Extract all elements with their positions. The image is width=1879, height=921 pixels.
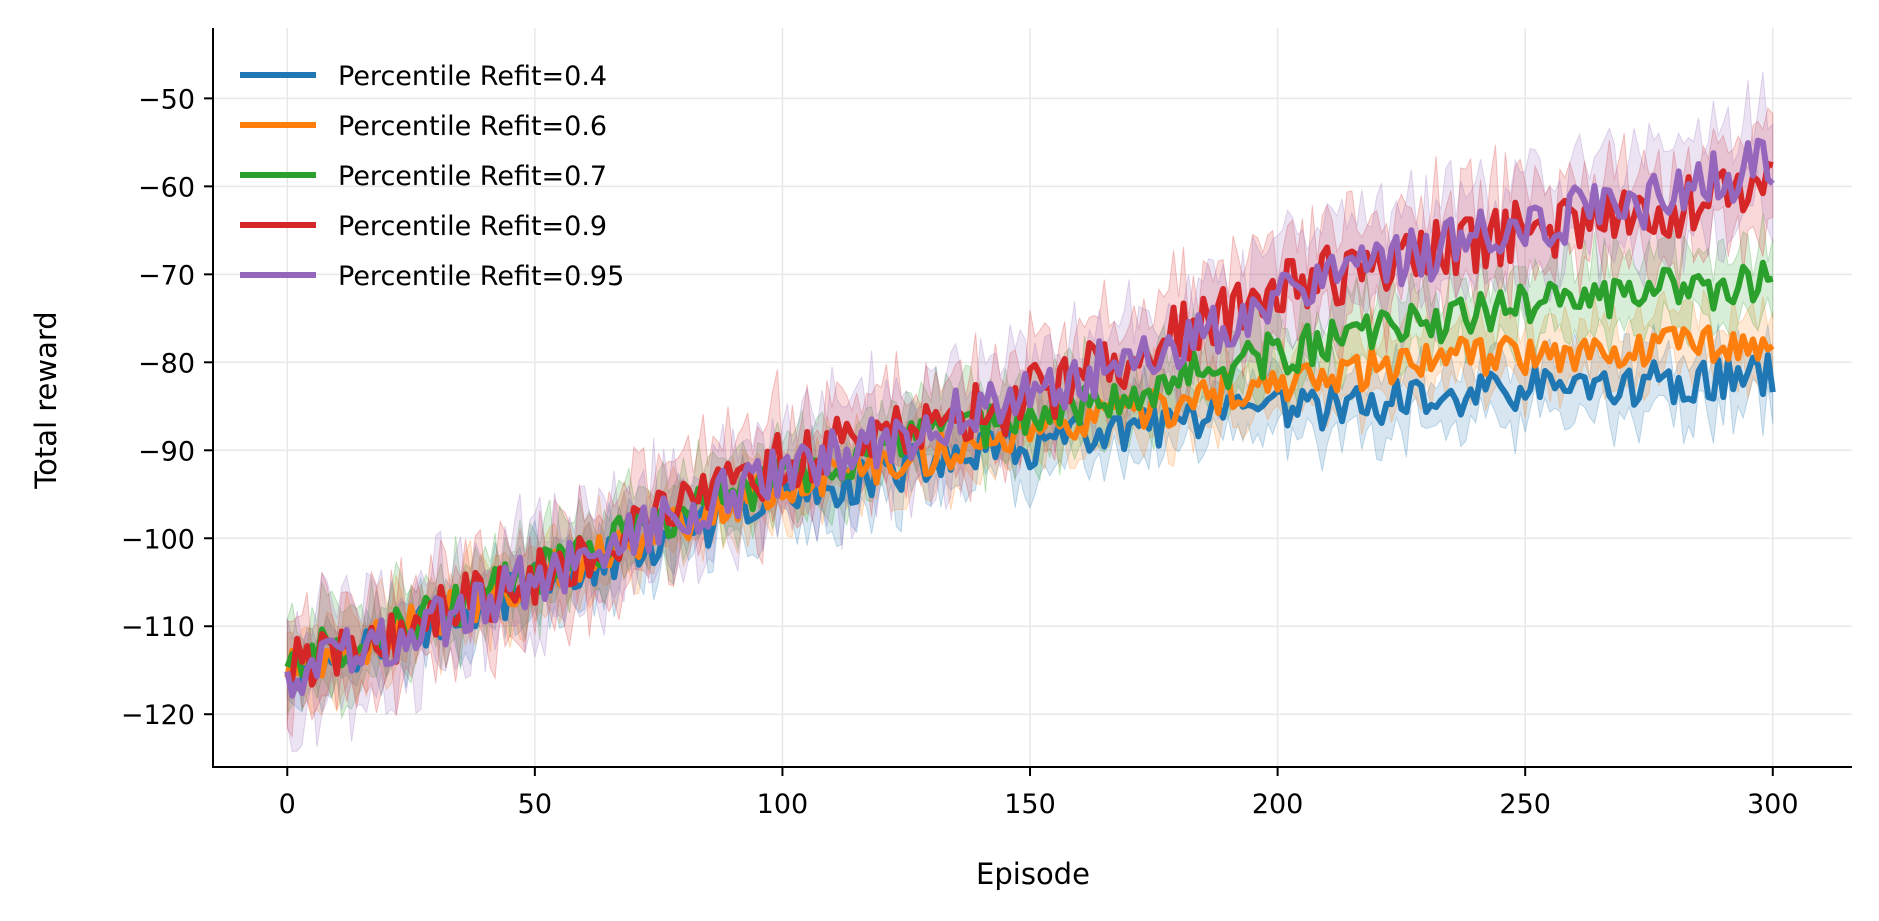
- y-tick-label: −60: [138, 172, 195, 203]
- line-series-2: [284, 259, 1774, 678]
- legend-label-2: Percentile Refit=0.7: [338, 161, 607, 192]
- x-tick-label: 300: [1747, 789, 1799, 820]
- legend-label-3: Percentile Refit=0.9: [338, 211, 607, 242]
- y-ticks: −120 −110 −100 −90 −80 −70 −60 −50: [121, 84, 213, 731]
- x-tick-label: 50: [518, 789, 552, 820]
- y-tick-label: −80: [138, 348, 195, 379]
- y-tick-label: −120: [121, 700, 195, 731]
- line-series-4: [284, 137, 1775, 699]
- x-axis-title: Episode: [976, 857, 1090, 891]
- y-tick-label: −50: [138, 84, 195, 115]
- y-tick-label: −100: [121, 524, 195, 555]
- y-tick-label: −70: [138, 260, 195, 291]
- legend-label-4: Percentile Refit=0.95: [338, 261, 624, 292]
- legend-label-1: Percentile Refit=0.6: [338, 111, 607, 142]
- y-tick-label: −110: [121, 612, 195, 643]
- x-tick-label: 150: [1004, 789, 1056, 820]
- y-tick-label: −90: [138, 436, 195, 467]
- y-axis-title: Total reward: [29, 311, 63, 489]
- x-ticks: 0 50 100 150 200 250 300: [279, 767, 1799, 820]
- plot-area: [213, 28, 1852, 767]
- x-tick-label: 100: [757, 789, 809, 820]
- axes: 0 50 100 150 200 250 300 −120 −110 −100 −90 −80 −70…: [29, 28, 1852, 891]
- x-tick-label: 200: [1252, 789, 1304, 820]
- legend-label-0: Percentile Refit=0.4: [338, 61, 607, 92]
- x-tick-label: 0: [279, 789, 296, 820]
- series-lines: [284, 137, 1776, 699]
- x-tick-label: 250: [1499, 789, 1551, 820]
- legend: Percentile Refit=0.4 Percentile Refit=0.6…: [240, 61, 624, 292]
